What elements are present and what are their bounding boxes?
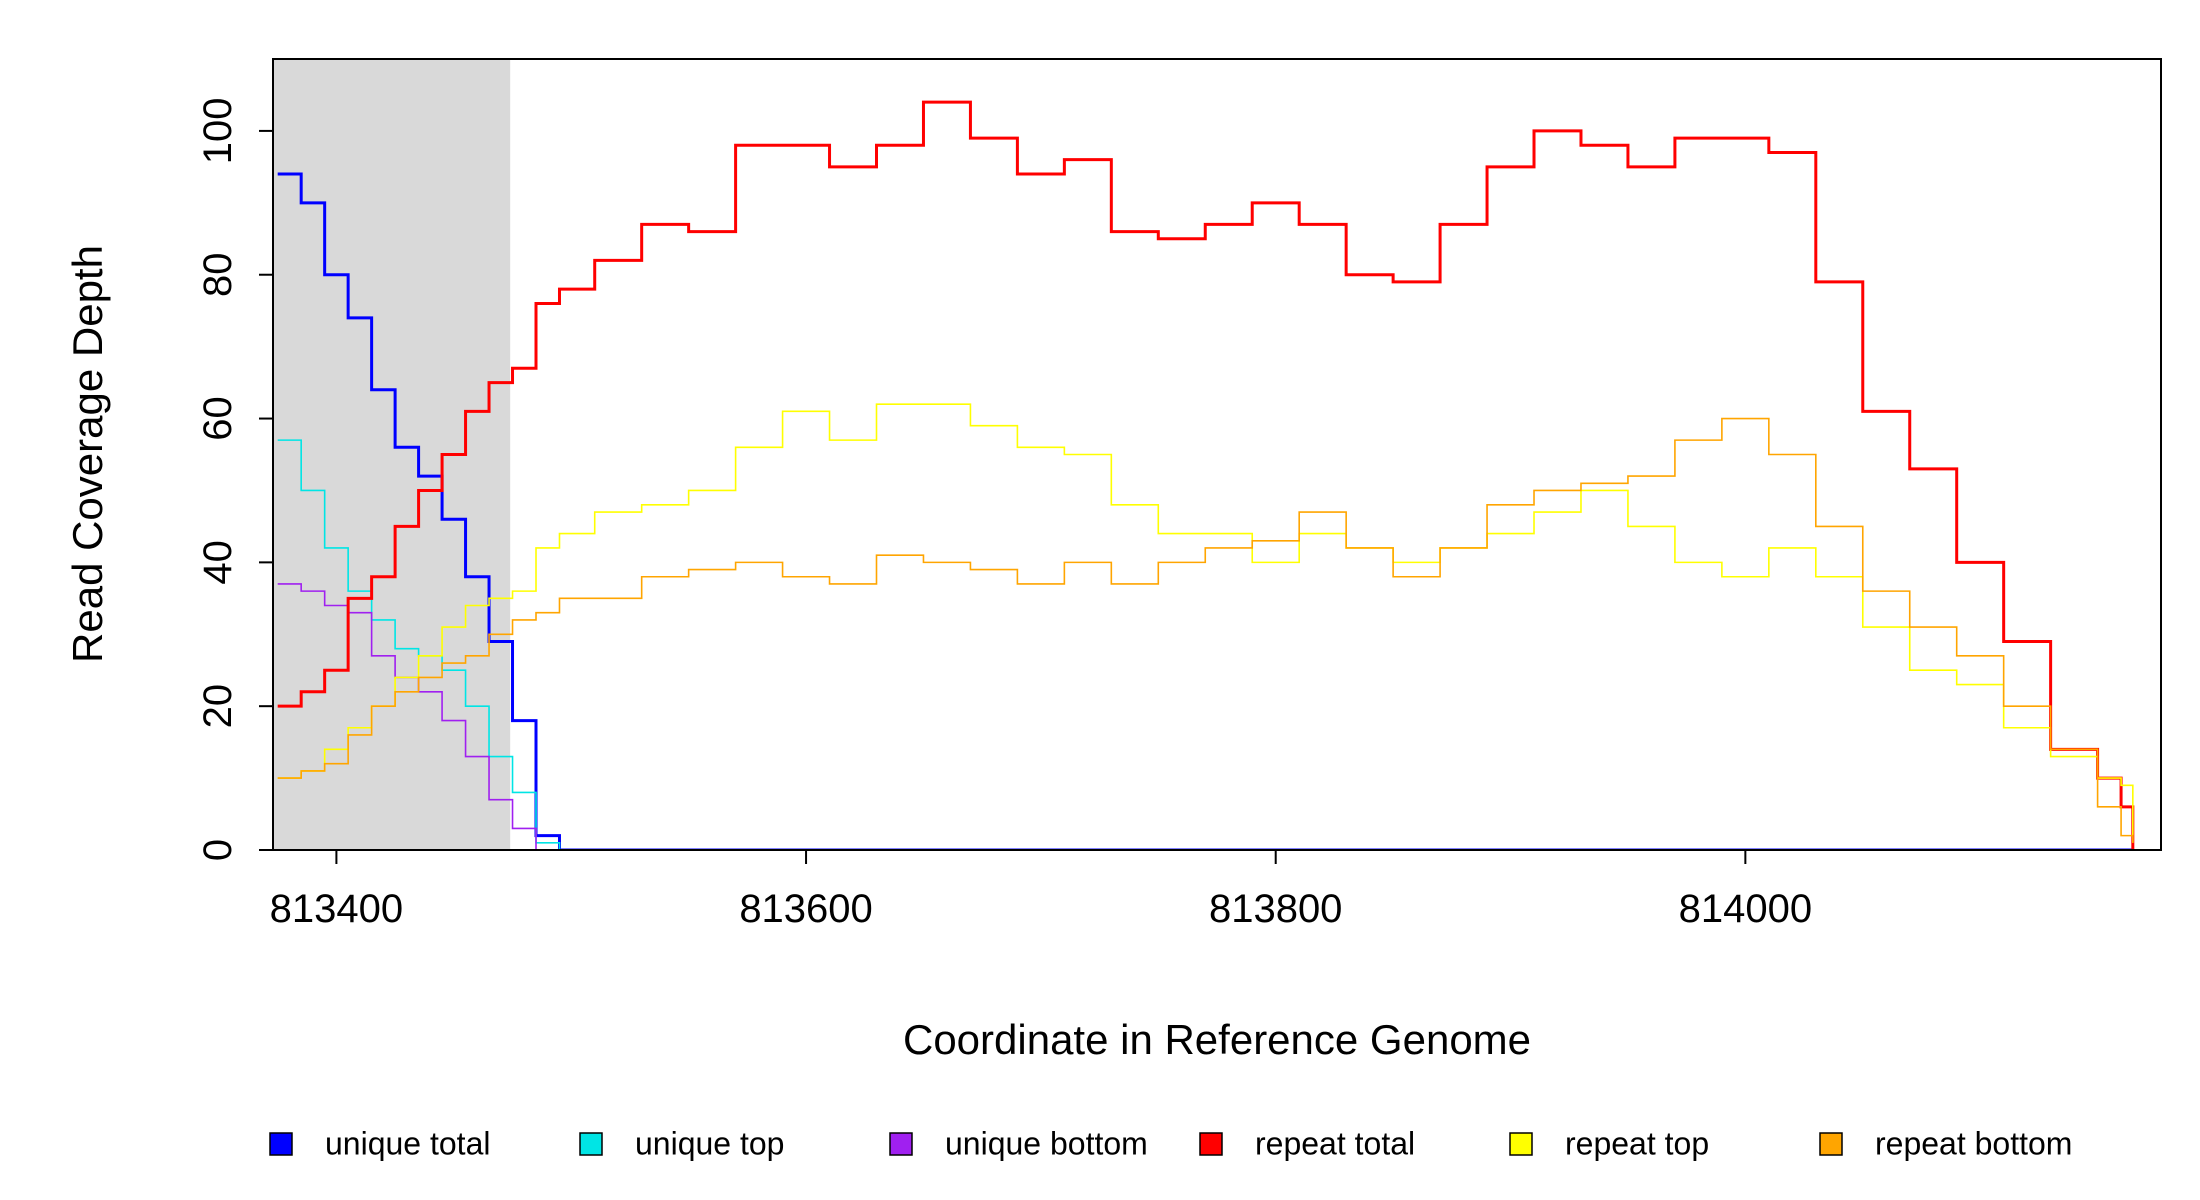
y-tick-label: 60	[196, 396, 240, 441]
y-tick-label: 80	[196, 252, 240, 297]
y-tick-label: 0	[196, 839, 240, 861]
series-line	[277, 403, 2134, 843]
legend-label: repeat top	[1565, 1125, 1709, 1161]
series-line	[277, 417, 2134, 843]
series-line	[277, 583, 2133, 850]
plot-area	[277, 100, 2135, 850]
series-line	[277, 172, 2133, 850]
plot-frame	[272, 58, 2162, 851]
legend-label: unique bottom	[945, 1125, 1148, 1161]
legend-label: unique total	[325, 1125, 490, 1161]
y-tick-label: 20	[196, 684, 240, 729]
legend-swatch	[1509, 1132, 1533, 1156]
series-line	[277, 100, 2135, 850]
x-axis-title: Coordinate in Reference Genome	[903, 1016, 1531, 1063]
legend-swatch	[269, 1132, 293, 1156]
x-tick-label: 813600	[739, 887, 872, 931]
series-line	[277, 439, 2133, 850]
x-tick-label: 813400	[270, 887, 403, 931]
y-tick-label: 40	[196, 540, 240, 585]
legend-label: repeat bottom	[1875, 1125, 2072, 1161]
legend-swatch	[1819, 1132, 1843, 1156]
legend-swatch	[1199, 1132, 1223, 1156]
legend-label: unique top	[635, 1125, 784, 1161]
x-tick-label: 814000	[1679, 887, 1812, 931]
legend-swatch	[579, 1132, 603, 1156]
legend-swatch	[889, 1132, 913, 1156]
y-axis-title: Read Coverage Depth	[64, 245, 111, 663]
legend-label: repeat total	[1255, 1125, 1415, 1161]
highlight-region	[273, 59, 511, 850]
x-tick-label: 813800	[1209, 887, 1342, 931]
y-tick-label: 100	[196, 98, 240, 165]
